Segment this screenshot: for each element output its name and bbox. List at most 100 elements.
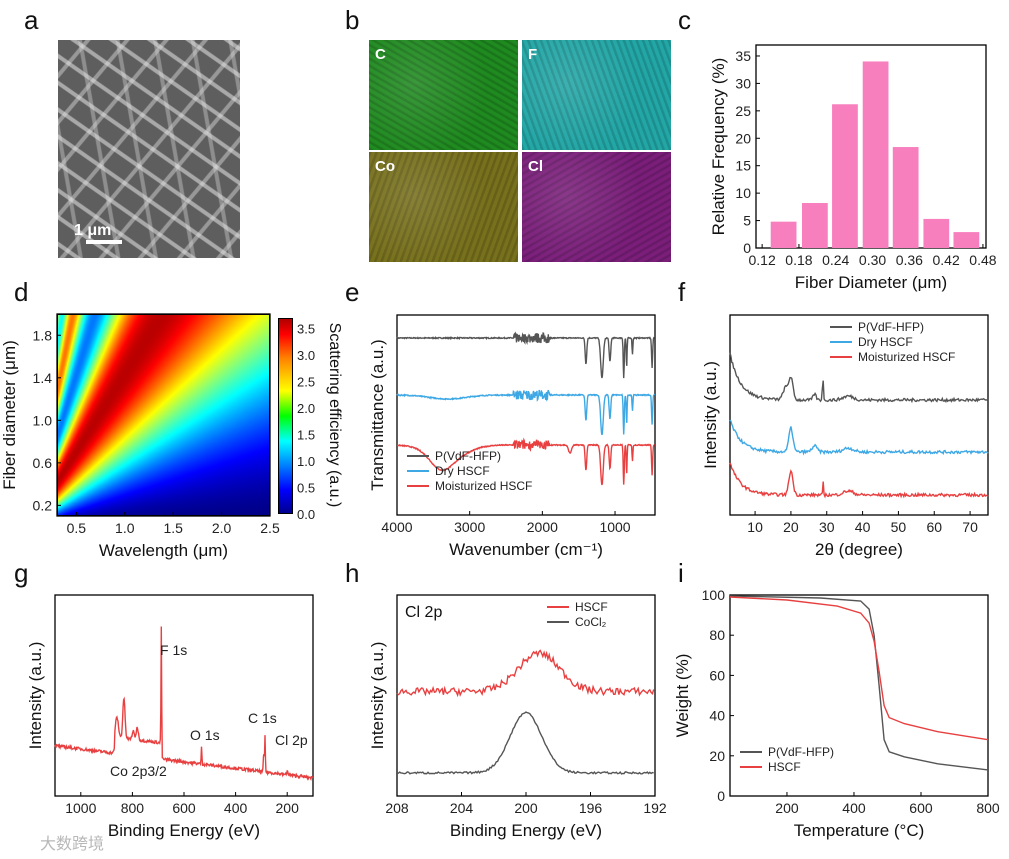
colorbar-tick-label: 3.0 xyxy=(297,348,315,363)
histogram-bar xyxy=(892,147,919,248)
y-tick-label: 0 xyxy=(717,788,725,804)
histogram-bar xyxy=(953,232,980,248)
axes-frame xyxy=(56,313,271,517)
x-tick-label: 1000 xyxy=(599,519,630,535)
y-tick-label: 100 xyxy=(702,587,726,603)
colorbar-tick-label: 1.5 xyxy=(297,428,315,443)
y-tick-label: 60 xyxy=(709,667,725,683)
x-tick-label: 0.48 xyxy=(969,252,996,268)
x-axis-title: Wavelength (μm) xyxy=(99,541,228,560)
eds-element-label: C xyxy=(375,46,386,63)
colorbar-title: Scattering efficiency (a.u.) xyxy=(326,323,343,508)
y-axis-title: Weight (%) xyxy=(673,654,692,738)
y-tick-label: 1.8 xyxy=(33,327,53,343)
x-tick-label: 0.12 xyxy=(749,252,776,268)
x-tick-label: 0.5 xyxy=(67,520,87,536)
y-axis-title: Intensity (a.u.) xyxy=(26,642,45,750)
panel-label-c: c xyxy=(678,5,691,35)
tga-line xyxy=(729,595,989,771)
panel-label-d: d xyxy=(14,277,29,307)
x-tick-label: 1.0 xyxy=(115,520,135,536)
xrd-line xyxy=(729,419,989,456)
y-axis-title: Relative Frequency (%) xyxy=(709,58,728,236)
x-tick-label: 0.30 xyxy=(859,252,886,268)
panel-label-i: i xyxy=(678,558,684,588)
y-tick-label: 0 xyxy=(743,240,751,256)
histogram-bar xyxy=(770,221,797,248)
x-tick-label: 200 xyxy=(775,800,799,816)
colorbar-tick-label: 0.5 xyxy=(297,481,315,496)
colorbar-tick-label: 1.0 xyxy=(297,454,315,469)
x-tick-label: 20 xyxy=(783,519,799,535)
peak-annotation: Co 2p3/2 xyxy=(110,763,167,779)
eds-element-label: Co xyxy=(375,158,395,175)
x-tick-label: 40 xyxy=(855,519,871,535)
legend-label: Moisturized HSCF xyxy=(858,350,955,364)
ftir-line xyxy=(396,389,656,436)
legend-label: HSCF xyxy=(575,600,608,614)
x-tick-label: 208 xyxy=(385,800,409,816)
eds-map-c: C xyxy=(369,40,518,150)
peak-annotation: O 1s xyxy=(190,727,220,743)
axes-frame xyxy=(396,314,656,516)
sem-image: 1 μm xyxy=(58,40,240,258)
panel-label-g: g xyxy=(14,558,29,588)
xrd-line xyxy=(729,352,989,404)
histogram-bar xyxy=(832,104,858,248)
ftir-line xyxy=(396,331,655,379)
x-tick-label: 400 xyxy=(842,800,866,816)
y-axis-title: Transmittance (a.u.) xyxy=(368,339,387,490)
legend-label: P(VdF-HFP) xyxy=(768,745,834,759)
legend-label: P(VdF-HFP) xyxy=(435,449,501,463)
xps-survey-line xyxy=(54,626,314,781)
x-tick-label: 2.5 xyxy=(260,520,280,536)
axes-frame xyxy=(729,594,989,797)
y-tick-label: 0.6 xyxy=(33,455,53,471)
x-tick-label: 0.18 xyxy=(785,252,812,268)
x-tick-label: 600 xyxy=(909,800,933,816)
colorbar-tick-label: 2.5 xyxy=(297,375,315,390)
panel-label-h: h xyxy=(345,558,360,588)
legend-label: CoCl₂ xyxy=(575,615,607,629)
xrd-line xyxy=(729,462,989,499)
x-tick-label: 200 xyxy=(276,800,300,816)
x-tick-label: 196 xyxy=(579,800,603,816)
x-axis-title: Fiber Diameter (μm) xyxy=(795,273,947,292)
legend-label: Dry HSCF xyxy=(858,335,913,349)
y-axis-title: Fiber diameter (μm) xyxy=(0,340,19,490)
x-tick-label: 400 xyxy=(224,800,248,816)
colorbar-tick-label: 2.0 xyxy=(297,401,315,416)
eds-map-f: F xyxy=(522,40,671,150)
histogram-bar xyxy=(862,61,889,249)
x-tick-label: 1.5 xyxy=(163,520,183,536)
histogram-bar xyxy=(923,218,950,248)
panel-label-a: a xyxy=(24,5,39,35)
tga-line xyxy=(729,596,989,741)
x-tick-label: 50 xyxy=(891,519,907,535)
peak-annotation: F 1s xyxy=(160,642,187,658)
x-tick-label: 4000 xyxy=(381,519,412,535)
colorbar xyxy=(278,318,293,514)
eds-map-cl: Cl xyxy=(522,152,671,262)
colorbar-tick-label: 3.5 xyxy=(297,322,315,337)
y-tick-label: 25 xyxy=(735,103,751,119)
x-tick-label: 1000 xyxy=(65,800,96,816)
eds-element-label: Cl xyxy=(528,158,543,175)
panel-title: Cl 2p xyxy=(405,604,442,621)
scattering-heatmap xyxy=(57,314,270,516)
xps-cl2p-line xyxy=(396,711,654,775)
y-tick-label: 80 xyxy=(709,627,725,643)
panel-label-f: f xyxy=(678,277,686,307)
y-tick-label: 40 xyxy=(709,708,725,724)
x-tick-label: 60 xyxy=(926,519,942,535)
x-tick-label: 800 xyxy=(976,800,1000,816)
ftir-line xyxy=(397,437,655,486)
legend-label: Dry HSCF xyxy=(435,464,490,478)
x-tick-label: 0.42 xyxy=(933,252,960,268)
y-tick-label: 5 xyxy=(743,213,751,229)
x-axis-title: Binding Energy (eV) xyxy=(108,821,260,840)
panel-label-b: b xyxy=(345,5,360,35)
peak-annotation: Cl 2p xyxy=(275,732,308,748)
axes-frame xyxy=(54,594,314,797)
